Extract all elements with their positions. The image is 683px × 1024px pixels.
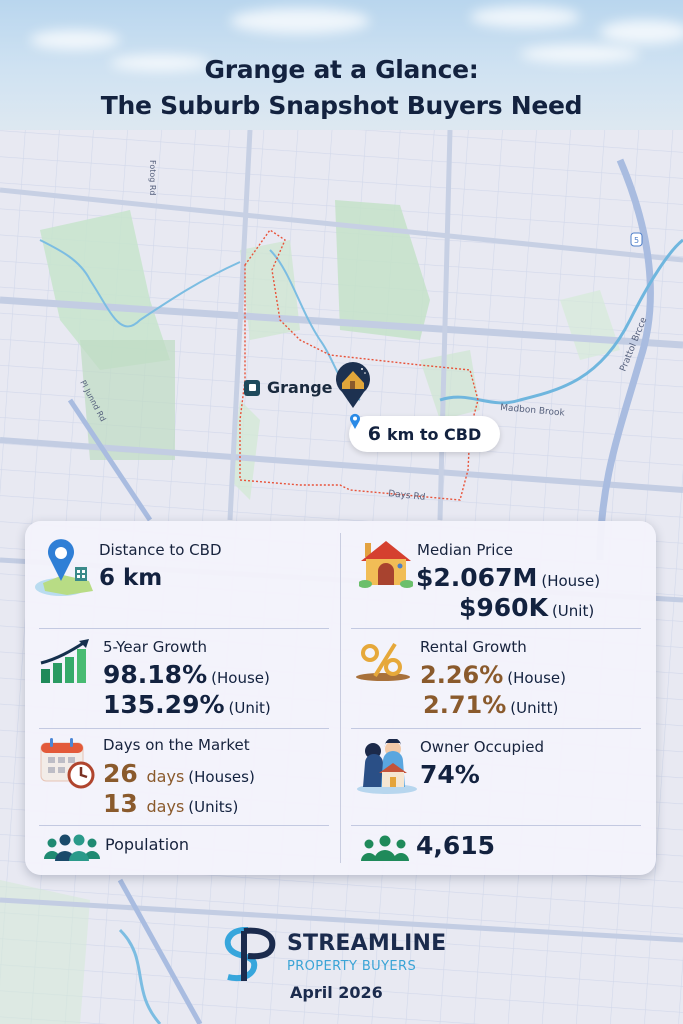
median-price-unit-value: $960K — [459, 593, 548, 622]
median-price-house: $2.067M (House) — [416, 563, 600, 592]
cbd-distance-pill[interactable]: 6 km to CBD — [349, 413, 500, 452]
suburb-name: Grange — [267, 378, 333, 397]
stats-card: Distance to CBD 6 km Median Price $2.067… — [25, 521, 656, 875]
days-unit-value: 13 — [103, 789, 138, 818]
svg-text:Fotog Rd: Fotog Rd — [148, 160, 157, 196]
owner-occupied-value: 74% — [420, 760, 480, 789]
median-price-unit-sub: (Unit) — [551, 602, 595, 620]
people-group-icon — [361, 835, 409, 861]
growth-house: 98.18% (House) — [103, 660, 270, 689]
days-unit-unit: days — [146, 797, 185, 816]
population-label: Population — [105, 835, 190, 854]
svg-text:5: 5 — [634, 236, 639, 245]
rental-growth-unit-value: 2.71% — [423, 691, 507, 719]
days-unit: 13 days (Units) — [103, 789, 238, 818]
brand-name: STREAMLINE — [287, 931, 447, 956]
median-price-house-sub: (House) — [541, 572, 601, 590]
row-divider — [351, 628, 641, 629]
suburb-square-icon — [244, 379, 260, 396]
median-price-unit: $960K (Unit) — [459, 593, 594, 622]
house-icon — [359, 541, 413, 588]
growth-unit-value: 135.29% — [103, 690, 225, 719]
days-house-unit: days — [146, 767, 185, 786]
row-divider — [39, 825, 329, 826]
population-value: 4,615 — [416, 831, 496, 860]
location-dot-icon — [350, 413, 360, 429]
calendar-clock-icon — [40, 738, 95, 789]
streamline-logo-icon — [224, 927, 276, 981]
rental-growth-label: Rental Growth — [420, 638, 527, 656]
row-divider — [351, 825, 641, 826]
growth-house-sub: (House) — [211, 669, 270, 687]
days-unit-sub: (Units) — [188, 798, 239, 816]
median-price-house-value: $2.067M — [416, 563, 538, 592]
rental-growth-house: 2.26% (House) — [420, 661, 566, 689]
growth-unit-sub: (Unit) — [228, 699, 271, 717]
median-price-label: Median Price — [417, 541, 513, 559]
column-divider — [340, 533, 341, 863]
row-divider — [351, 728, 641, 729]
growth-house-value: 98.18% — [103, 660, 208, 689]
family-house-icon — [357, 739, 417, 794]
row-divider — [39, 728, 329, 729]
rental-growth-house-value: 2.26% — [420, 661, 504, 689]
owner-occupied-label: Owner Occupied — [420, 738, 544, 756]
days-house-sub: (Houses) — [188, 768, 255, 786]
title-line-2: The Suburb Snapshot Buyers Need — [100, 91, 583, 120]
page-title: Grange at a Glance: The Suburb Snapshot … — [0, 52, 683, 124]
people-group-icon — [44, 834, 100, 861]
rental-growth-house-sub: (House) — [507, 669, 566, 687]
rental-growth-unit: 2.71% (Unitt) — [423, 691, 558, 719]
brand-tagline: PROPERTY BUYERS — [287, 959, 417, 974]
distance-label: Distance to CBD — [99, 541, 222, 559]
growth-chart-icon — [40, 639, 89, 683]
house-pin-icon[interactable] — [333, 359, 373, 409]
growth-label: 5-Year Growth — [103, 638, 207, 656]
percent-icon — [356, 642, 410, 681]
rental-growth-unit-sub: (Unitt) — [510, 699, 559, 717]
suburb-label[interactable]: Grange — [244, 378, 333, 397]
growth-unit: 135.29% (Unit) — [103, 690, 271, 719]
cbd-distance-value: 6 — [367, 423, 381, 445]
map-pin-icon — [35, 539, 93, 596]
row-divider — [39, 628, 329, 629]
cbd-distance-text: km to CBD — [386, 424, 482, 444]
report-date: April 2026 — [290, 983, 383, 1002]
svg-text:Days Rd: Days Rd — [388, 489, 426, 503]
distance-value: 6 km — [99, 565, 163, 591]
days-house: 26 days (Houses) — [103, 759, 255, 788]
days-house-value: 26 — [103, 759, 138, 788]
days-label: Days on the Market — [103, 736, 250, 754]
title-line-1: Grange at a Glance: — [204, 55, 479, 84]
